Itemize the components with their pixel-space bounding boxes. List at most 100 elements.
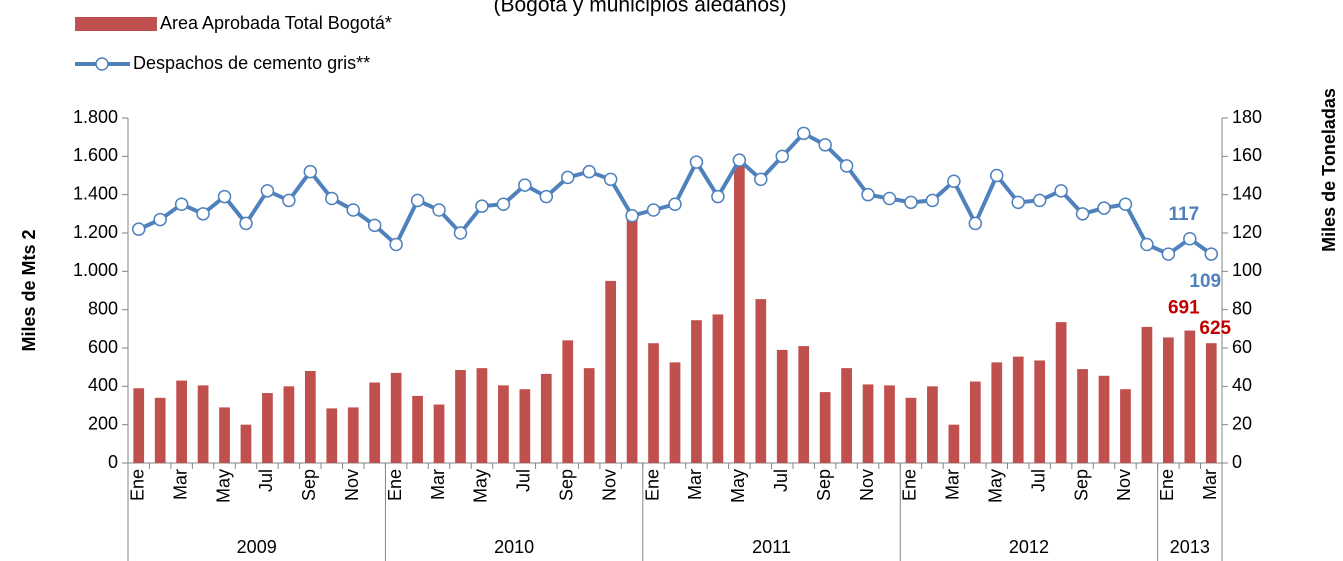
x-tick-label: May <box>213 469 233 503</box>
bar <box>455 370 466 463</box>
y2-tick-label: 0 <box>1232 452 1242 472</box>
x-tick-label: Jul <box>771 469 791 492</box>
marker <box>882 191 897 206</box>
bar <box>176 380 187 463</box>
x-tick-label: Mar <box>170 469 190 500</box>
y-tick-label: 1.600 <box>73 145 118 165</box>
marker <box>453 226 468 240</box>
marker <box>1011 195 1025 210</box>
y-tick-label: 0 <box>108 452 118 472</box>
marker <box>432 203 446 217</box>
marker <box>1075 207 1090 221</box>
marker <box>303 164 318 179</box>
x-tick-label: Sep <box>299 469 319 501</box>
y2-tick-label: 80 <box>1232 298 1252 318</box>
bar <box>519 389 531 463</box>
marker <box>818 138 832 152</box>
marker <box>582 164 596 179</box>
x-tick-label: Nov <box>1114 469 1134 501</box>
y2-tick-label: 160 <box>1232 145 1262 165</box>
marker <box>990 168 1004 183</box>
y-axis-title: Miles de Mts 2 <box>19 229 39 351</box>
x-tick-label: Nov <box>857 469 877 501</box>
bar <box>540 373 552 463</box>
line <box>137 130 1213 257</box>
bar <box>390 372 402 463</box>
y-tick-label: 1.800 <box>73 107 118 127</box>
x-tick-label: Sep <box>556 469 576 501</box>
x-tick-label: Jul <box>256 469 276 492</box>
bar <box>583 368 595 463</box>
x-tick-label: Nov <box>599 469 619 501</box>
bar <box>1205 343 1217 463</box>
marker <box>1161 247 1176 261</box>
marker <box>925 193 940 208</box>
y2-axis-title: Miles de Toneladas <box>1319 88 1339 252</box>
bar <box>262 393 273 463</box>
bar <box>691 320 702 463</box>
bar <box>819 392 831 463</box>
marker <box>153 212 167 227</box>
bar <box>562 340 574 463</box>
marker <box>346 203 360 217</box>
marker <box>689 155 704 169</box>
bar <box>1055 322 1067 463</box>
marker <box>947 174 961 188</box>
marker <box>260 184 275 198</box>
bar <box>927 386 938 463</box>
data-label: 109 <box>1189 271 1221 292</box>
x-tick-label: Ene <box>385 469 405 501</box>
bar <box>412 395 423 463</box>
y-tick-label: 400 <box>88 375 118 395</box>
marker <box>646 203 661 217</box>
marker <box>325 191 339 206</box>
marker <box>1054 184 1068 198</box>
bar <box>1184 330 1196 463</box>
data-label: 691 <box>1168 298 1200 319</box>
y2-tick-label: 120 <box>1232 222 1262 242</box>
bar <box>154 397 166 463</box>
legend-marker <box>95 57 109 71</box>
marker <box>217 189 232 204</box>
marker <box>560 170 575 185</box>
marker <box>1097 201 1111 215</box>
bar <box>1098 375 1110 463</box>
group-label: 2010 <box>494 537 534 557</box>
y2-tick-label: 20 <box>1232 413 1252 433</box>
marker <box>475 199 489 213</box>
bar <box>884 385 895 463</box>
bar <box>669 362 681 463</box>
marker <box>904 195 918 210</box>
y-tick-label: 1.400 <box>73 183 118 203</box>
bar <box>1034 360 1046 463</box>
y-tick-label: 800 <box>88 298 118 318</box>
marker <box>131 222 146 236</box>
group-label: 2012 <box>1009 537 1049 557</box>
marker <box>711 189 725 204</box>
marker <box>1140 237 1154 252</box>
y2-tick-label: 40 <box>1232 375 1252 395</box>
legend-label: Despachos de cemento gris** <box>133 53 370 73</box>
bar <box>283 386 295 463</box>
x-tick-label: Mar <box>685 469 705 500</box>
y-tick-label: 1.000 <box>73 260 118 280</box>
marker <box>174 197 189 211</box>
bar <box>755 299 767 463</box>
bar <box>605 280 617 463</box>
y2-tick-label: 100 <box>1232 260 1262 280</box>
bar <box>433 404 445 463</box>
x-tick-label: May <box>986 469 1006 503</box>
marker <box>1118 197 1133 211</box>
y-tick-label: 600 <box>88 337 118 357</box>
x-tick-label: Mar <box>943 469 963 500</box>
marker <box>754 172 768 187</box>
x-tick-label: Nov <box>342 469 362 501</box>
marker <box>732 153 747 167</box>
bar <box>369 382 381 463</box>
bar <box>841 368 852 463</box>
bar <box>1141 326 1153 463</box>
y-tick-label: 200 <box>88 413 118 433</box>
marker <box>282 193 296 208</box>
marker <box>539 189 554 204</box>
